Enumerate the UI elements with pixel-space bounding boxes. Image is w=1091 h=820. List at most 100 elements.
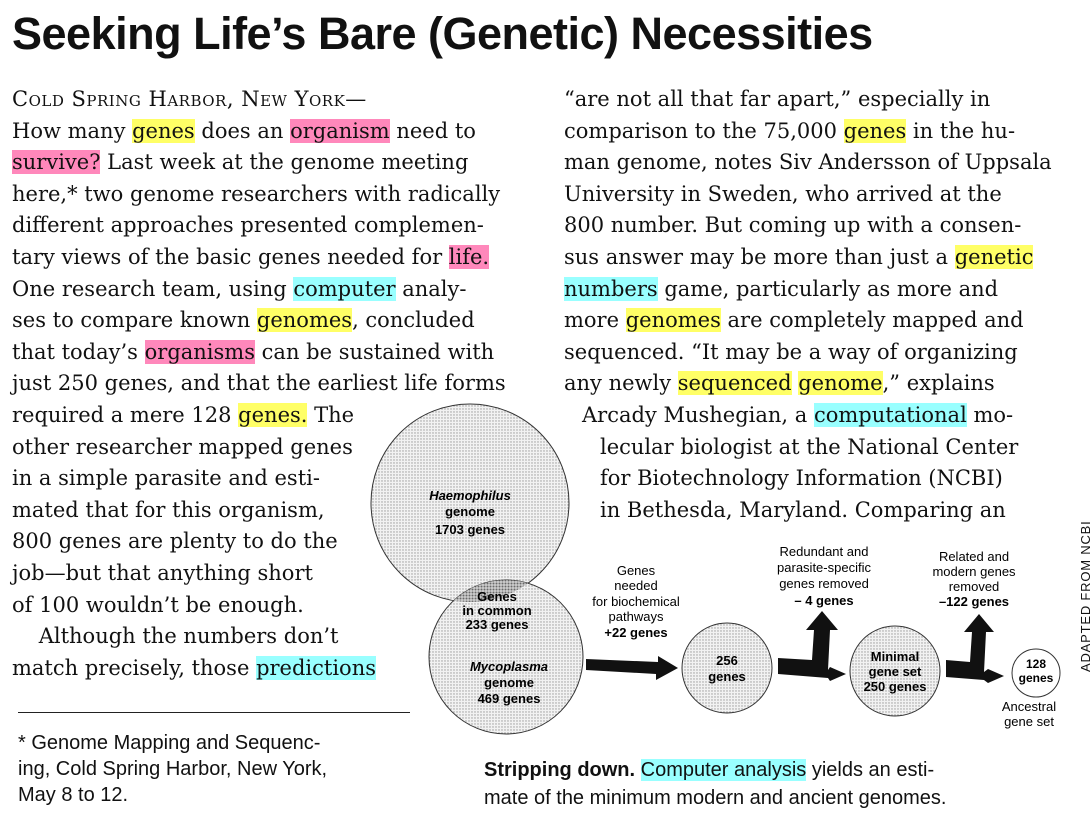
c128-number: 128 (1026, 657, 1046, 671)
caption-highlight: Computer analysis (640, 759, 807, 781)
arrow-to-256 (586, 656, 678, 680)
text-line: ses to compare known genomes, concluded (12, 305, 518, 337)
text-line: University in Sweden, who arrived at the (564, 179, 1069, 211)
circle-256 (681, 622, 773, 714)
needed-label-1: Genes (617, 563, 656, 578)
redundant-count: – 4 genes (794, 593, 853, 608)
footnote-rule (18, 712, 410, 713)
text-run: mated that for this organism, (12, 497, 325, 522)
text-run: does an (194, 118, 291, 143)
text-run: here,* two genome researchers with radic… (12, 181, 501, 206)
text-line: mated that for this organism, (12, 495, 518, 527)
related-count: –122 genes (939, 594, 1009, 609)
text-line: “are not all that far apart,” especially… (564, 84, 1069, 116)
text-line: here,* two genome researchers with radic… (12, 179, 518, 211)
ancestral-label-1: Ancestral (1002, 699, 1056, 714)
cyan-highlight: computer (293, 276, 396, 301)
text-run: 800 number. But coming up with a consen- (564, 213, 1022, 238)
redundant-label-2: parasite-specific (777, 560, 871, 575)
text-run: in Bethesda, Maryland. Comparing an (600, 497, 1006, 522)
cyan-highlight: computational (813, 402, 967, 427)
text-line: One research team, using computer analy- (12, 274, 518, 306)
text-line: How many genes does an organism need to (12, 116, 518, 148)
minimal-count: 250 genes (864, 679, 927, 694)
text-run: , concluded (352, 308, 475, 333)
text-line: tary views of the basic genes needed for… (12, 242, 518, 274)
text-line: Arcady Mushegian, a computational mo- (564, 400, 1069, 432)
text-run: analy- (395, 276, 467, 301)
text-run: required a mere 128 (12, 402, 239, 427)
haemophilus-circle (370, 403, 570, 603)
text-line: 800 genes are plenty to do the (12, 526, 518, 558)
text-line: just 250 genes, and that the earliest li… (12, 368, 518, 400)
text-run: just 250 genes, and that the earliest li… (12, 371, 506, 396)
branch-arrow-2 (946, 614, 1004, 683)
redundant-label-1: Redundant and (780, 544, 869, 559)
text-line: lecular biologist at the National Center (564, 432, 1069, 464)
text-run: ,” explains (882, 371, 995, 396)
yellow-highlight: genes (132, 118, 195, 143)
text-line: other researcher mapped genes (12, 432, 518, 464)
text-line: of 100 wouldn’t be enough. (12, 590, 518, 622)
mycoplasma-count: 469 genes (478, 691, 541, 706)
text-line: Although the numbers don’t (12, 621, 518, 653)
branch-arrow-1 (778, 611, 846, 681)
text-run: The (307, 402, 355, 427)
text-line: that today’s organisms can be sustained … (12, 337, 518, 369)
yellow-highlight: genomes (256, 308, 353, 333)
text-run: are completely mapped and (720, 308, 1024, 333)
redundant-label-3: genes removed (779, 576, 869, 591)
haemophilus-name: Haemophilus (429, 488, 511, 503)
text-line: numbers game, particularly as more and (564, 274, 1069, 306)
text-run: sus answer may be more than just a (564, 244, 955, 269)
footnote-line: * Genome Mapping and Sequenc- (18, 732, 321, 754)
text-run: Arcady Mushegian, a (582, 402, 814, 427)
text-run: comparison to the 75,000 (564, 118, 844, 143)
yellow-highlight: genomes (625, 308, 721, 333)
right-column: “are not all that far apart,” especially… (564, 84, 1069, 526)
needed-label-2: needed (614, 578, 657, 593)
footnote-line: ing, Cold Spring Harbor, New York, (18, 758, 328, 780)
yellow-highlight: sequenced (677, 371, 792, 396)
text-run: more (564, 308, 626, 333)
text-run: in a simple parasite and esti- (12, 466, 320, 491)
text-run: man genome, notes Siv Andersson of Uppsa… (564, 150, 1052, 175)
text-line: match precisely, those predictions (12, 653, 518, 685)
pink-highlight: organisms (144, 339, 255, 364)
text-run: game, particularly as more and (657, 276, 999, 301)
circle-128 (1011, 648, 1061, 698)
text-run: Last week at the genome meeting (100, 150, 469, 175)
cyan-highlight: predictions (256, 655, 376, 680)
footnote-line: May 8 to 12. (18, 784, 129, 806)
minimal-gene-set-circle (849, 625, 941, 717)
c256-label: genes (708, 669, 746, 684)
yellow-highlight: genes. (238, 402, 308, 427)
text-line: 800 number. But coming up with a consen- (564, 210, 1069, 242)
footnote: * Genome Mapping and Sequenc- ing, Cold … (18, 730, 327, 808)
needed-label-4: pathways (609, 609, 664, 624)
text-run: How many (12, 118, 133, 143)
yellow-highlight: genome (798, 371, 883, 396)
text-line: sequenced. “It may be a way of organizin… (564, 337, 1069, 369)
text-line: in Bethesda, Maryland. Comparing an (564, 495, 1069, 527)
text-line: comparison to the 75,000 genes in the hu… (564, 116, 1069, 148)
pink-highlight: survive? (12, 150, 101, 175)
text-run: ses to compare known (12, 308, 257, 333)
text-run: tary views of the basic genes needed for (12, 244, 449, 269)
yellow-highlight: genes (843, 118, 907, 143)
text-run: 800 genes are plenty to do the (12, 529, 338, 554)
article-title: Seeking Life’s Bare (Genetic) Necessitie… (12, 8, 873, 59)
pink-highlight: organism (290, 118, 390, 143)
common-count: 233 genes (466, 617, 529, 632)
needed-label-3: for biochemical (592, 594, 680, 609)
text-run: Cold Spring Harbor, New York— (12, 87, 367, 111)
c128-label: genes (1019, 671, 1054, 685)
text-run: match precisely, those (12, 655, 257, 680)
text-run: that today’s (12, 339, 145, 364)
minimal-label-2: gene set (869, 664, 922, 679)
related-label-2: modern genes (932, 564, 1016, 579)
text-run: of 100 wouldn’t be enough. (12, 592, 304, 617)
text-line: sus answer may be more than just a genet… (564, 242, 1069, 274)
text-line: any newly sequenced genome,” explains (564, 368, 1069, 400)
